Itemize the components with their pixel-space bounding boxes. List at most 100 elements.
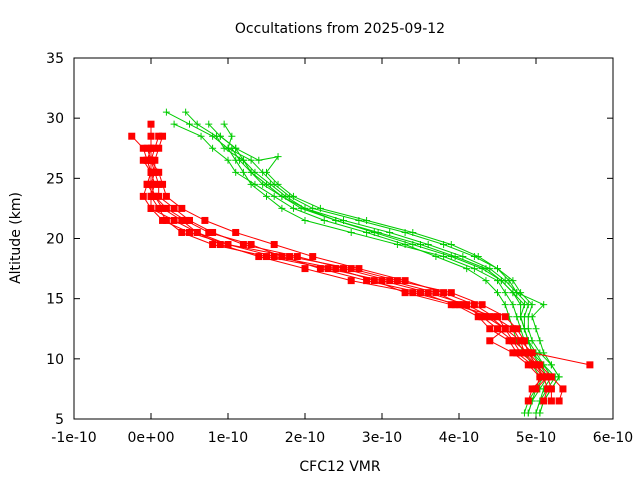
green-plus-marker [451, 253, 459, 261]
red-square-marker [178, 216, 186, 224]
green-plus-marker [517, 313, 525, 321]
red-square-marker [139, 192, 147, 200]
red-square-marker [478, 301, 486, 309]
x-tick-label: 4e-10 [439, 430, 479, 446]
green-plus-marker [309, 204, 317, 212]
green-plus-marker [278, 192, 286, 200]
green-plus-marker [497, 277, 505, 285]
red-square-marker [440, 289, 448, 297]
red-square-marker [147, 168, 155, 176]
red-square-marker [255, 253, 263, 261]
red-square-marker [147, 204, 155, 212]
red-square-marker [151, 168, 159, 176]
green-plus-marker [289, 204, 297, 212]
green-plus-marker [528, 301, 536, 309]
x-axis-label: CFC12 VMR [299, 459, 381, 475]
red-square-marker [324, 265, 332, 273]
red-profile-line [150, 124, 552, 401]
green-profile-line [208, 123, 556, 414]
red-square-marker [540, 397, 548, 405]
red-square-marker [128, 132, 136, 140]
red-square-marker [547, 397, 555, 405]
red-square-marker [162, 192, 170, 200]
green-plus-marker [509, 301, 517, 309]
red-square-marker [586, 361, 594, 369]
y-tick-label: 25 [46, 171, 64, 187]
red-square-marker [509, 349, 517, 357]
red-square-marker [347, 265, 355, 273]
red-square-marker [494, 313, 501, 321]
green-plus-marker [263, 168, 270, 176]
x-tick-label: -1e-10 [51, 430, 96, 446]
y-tick-label: 15 [46, 292, 64, 308]
red-square-marker [536, 361, 544, 369]
red-square-marker [386, 277, 394, 285]
green-plus-marker [259, 180, 267, 188]
red-square-marker [147, 120, 155, 128]
red-square-marker [470, 301, 478, 309]
red-square-marker [401, 277, 409, 285]
green-plus-marker [274, 180, 282, 188]
green-plus-marker [524, 409, 532, 417]
red-square-marker [401, 289, 409, 297]
red-square-marker [505, 337, 513, 345]
red-profile [139, 156, 552, 393]
red-square-marker [151, 156, 159, 164]
red-square-marker [544, 373, 552, 381]
green-plus-marker [216, 132, 224, 140]
red-square-marker [155, 132, 163, 140]
x-tick-label: 5e-10 [516, 430, 556, 446]
red-square-marker [224, 241, 232, 249]
red-square-marker [509, 325, 517, 333]
red-square-marker [494, 325, 501, 333]
green-plus-marker [540, 301, 548, 309]
red-square-marker [540, 373, 548, 381]
red-square-marker [509, 337, 517, 345]
red-square-marker [170, 216, 178, 224]
red-square-marker [151, 144, 159, 152]
y-tick-label: 20 [46, 232, 64, 248]
x-tick-label: 3e-10 [362, 430, 402, 446]
red-square-marker [151, 180, 159, 188]
green-plus-marker [170, 120, 178, 128]
green-plus-marker [501, 301, 509, 309]
red-square-marker [378, 277, 386, 285]
red-square-marker [347, 277, 355, 285]
green-profile-line [219, 135, 560, 414]
red-square-marker [151, 192, 159, 200]
green-plus-marker [536, 337, 544, 345]
red-square-marker [159, 204, 167, 212]
green-plus-marker [386, 228, 394, 236]
y-tick-label: 10 [46, 352, 64, 368]
green-plus-marker [532, 325, 540, 333]
red-square-marker [147, 144, 155, 152]
red-profile-line [146, 148, 549, 402]
green-plus-marker [555, 373, 563, 381]
x-tick-label: 2e-10 [285, 430, 325, 446]
red-square-marker [301, 265, 309, 273]
red-square-marker [278, 253, 286, 261]
red-square-marker [139, 144, 147, 152]
green-plus-marker [459, 253, 467, 261]
red-square-marker [147, 156, 155, 164]
red-square-marker [520, 349, 528, 357]
red-square-marker [155, 192, 163, 200]
green-plus-marker [289, 192, 297, 200]
red-square-marker [432, 289, 440, 297]
red-square-marker [159, 216, 167, 224]
red-square-marker [501, 325, 509, 333]
red-square-marker [524, 349, 532, 357]
red-square-marker [139, 156, 147, 164]
green-plus-marker [528, 313, 536, 321]
red-square-marker [547, 385, 555, 393]
green-plus-marker [347, 228, 355, 236]
red-square-marker [332, 265, 340, 273]
red-square-marker [239, 241, 247, 249]
green-plus-marker [205, 120, 213, 128]
green-plus-marker [320, 216, 328, 224]
red-square-marker [544, 385, 552, 393]
green-plus-marker [332, 216, 340, 224]
green-plus-marker [220, 120, 228, 128]
green-plus-marker [432, 253, 440, 261]
red-square-marker [513, 349, 521, 357]
